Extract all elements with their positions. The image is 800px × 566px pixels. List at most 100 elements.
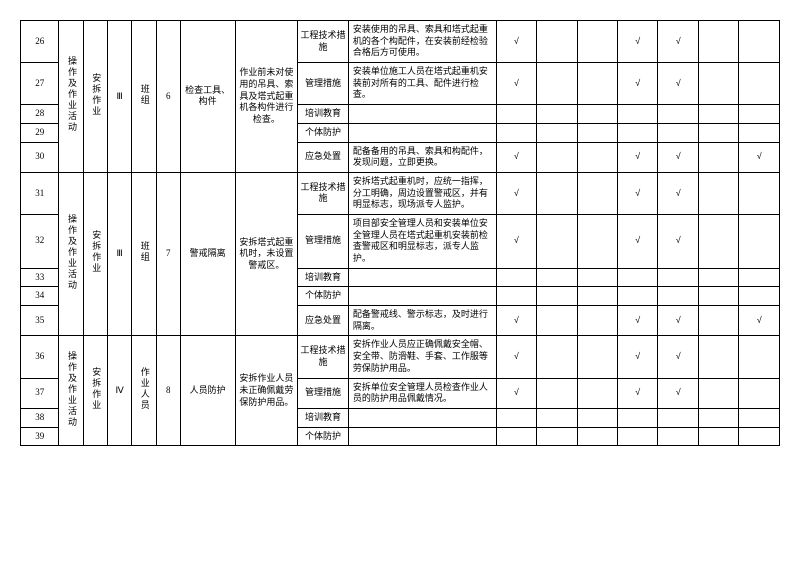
description: 作业前未对使用的吊具、索具及塔式起重机各构件进行检查。 [235, 21, 298, 173]
serial: 7 [156, 172, 180, 336]
check-cell [698, 268, 738, 287]
check-cell: √ [658, 306, 698, 336]
row-number: 28 [21, 105, 59, 124]
check-cell [698, 63, 738, 105]
measure-detail [348, 287, 496, 306]
measure-detail: 配备备用的吊具、索具和构配件，发现问题，立即更换。 [348, 142, 496, 172]
table-row: 36操作及作业活动安拆作业Ⅳ作业人员8人员防护安拆作业人员未正确佩戴劳保防护用品… [21, 336, 780, 378]
row-number: 37 [21, 378, 59, 408]
check-cell [698, 306, 738, 336]
check-cell [698, 172, 738, 214]
check-cell [739, 214, 780, 268]
check-cell [739, 21, 780, 63]
measure-detail [348, 105, 496, 124]
measure-category: 个体防护 [298, 287, 349, 306]
hazard: 警戒隔离 [180, 172, 235, 336]
check-cell [537, 63, 577, 105]
check-cell: √ [496, 378, 536, 408]
check-cell [739, 123, 780, 142]
check-cell: √ [617, 214, 657, 268]
measure-category: 个体防护 [298, 427, 349, 446]
check-cell [496, 427, 536, 446]
task: 安拆作业 [83, 172, 107, 336]
team: 作业人员 [132, 336, 156, 446]
measure-detail [348, 268, 496, 287]
check-cell [577, 105, 617, 124]
row-number: 39 [21, 427, 59, 446]
check-cell [577, 408, 617, 427]
check-cell: √ [617, 142, 657, 172]
hazard: 检查工具、构件 [180, 21, 235, 173]
check-cell [537, 378, 577, 408]
measure-category: 工程技术措施 [298, 336, 349, 378]
measure-category: 培训教育 [298, 105, 349, 124]
check-cell [739, 172, 780, 214]
check-cell [496, 287, 536, 306]
check-cell [537, 172, 577, 214]
check-cell [577, 287, 617, 306]
check-cell [537, 427, 577, 446]
check-cell [496, 105, 536, 124]
task: 安拆作业 [83, 21, 107, 173]
check-cell [617, 287, 657, 306]
measure-detail: 配备警戒线、警示标志，及时进行隔离。 [348, 306, 496, 336]
check-cell [739, 378, 780, 408]
check-cell [698, 408, 738, 427]
task: 安拆作业 [83, 336, 107, 446]
check-cell [537, 123, 577, 142]
check-cell: √ [658, 142, 698, 172]
check-cell: √ [658, 63, 698, 105]
check-cell [617, 408, 657, 427]
check-cell [537, 105, 577, 124]
check-cell [577, 123, 617, 142]
risk-level: Ⅲ [108, 172, 132, 336]
hazard: 人员防护 [180, 336, 235, 446]
check-cell [698, 142, 738, 172]
risk-level: Ⅳ [108, 336, 132, 446]
measure-detail [348, 408, 496, 427]
check-cell: √ [739, 142, 780, 172]
check-cell [739, 336, 780, 378]
measure-detail: 安拆单位安全管理人员检查作业人员的防护用品佩戴情况。 [348, 378, 496, 408]
risk-level: Ⅲ [108, 21, 132, 173]
check-cell: √ [617, 306, 657, 336]
check-cell [577, 378, 617, 408]
row-number: 33 [21, 268, 59, 287]
check-cell [537, 268, 577, 287]
check-cell: √ [658, 172, 698, 214]
check-cell [577, 336, 617, 378]
check-cell [739, 427, 780, 446]
activity: 操作及作业活动 [59, 21, 83, 173]
measure-detail: 安拆塔式起重机时，应统一指挥，分工明确，周边设置警戒区，并有明显标志，现场派专人… [348, 172, 496, 214]
measure-category: 应急处置 [298, 306, 349, 336]
check-cell [537, 408, 577, 427]
row-number: 38 [21, 408, 59, 427]
row-number: 30 [21, 142, 59, 172]
check-cell: √ [496, 21, 536, 63]
row-number: 27 [21, 63, 59, 105]
measure-category: 工程技术措施 [298, 172, 349, 214]
row-number: 36 [21, 336, 59, 378]
check-cell: √ [617, 336, 657, 378]
check-cell [496, 268, 536, 287]
check-cell [577, 63, 617, 105]
check-cell [496, 408, 536, 427]
check-cell [537, 306, 577, 336]
check-cell: √ [496, 306, 536, 336]
check-cell [577, 142, 617, 172]
row-number: 35 [21, 306, 59, 336]
check-cell [658, 427, 698, 446]
check-cell [658, 408, 698, 427]
check-cell [698, 105, 738, 124]
check-cell [739, 408, 780, 427]
check-cell [537, 21, 577, 63]
check-cell [537, 287, 577, 306]
measure-category: 管理措施 [298, 214, 349, 268]
measure-category: 管理措施 [298, 63, 349, 105]
check-cell [658, 268, 698, 287]
row-number: 34 [21, 287, 59, 306]
row-number: 31 [21, 172, 59, 214]
description: 安拆塔式起重机时，未设置警戒区。 [235, 172, 298, 336]
check-cell [577, 21, 617, 63]
measure-category: 培训教育 [298, 408, 349, 427]
